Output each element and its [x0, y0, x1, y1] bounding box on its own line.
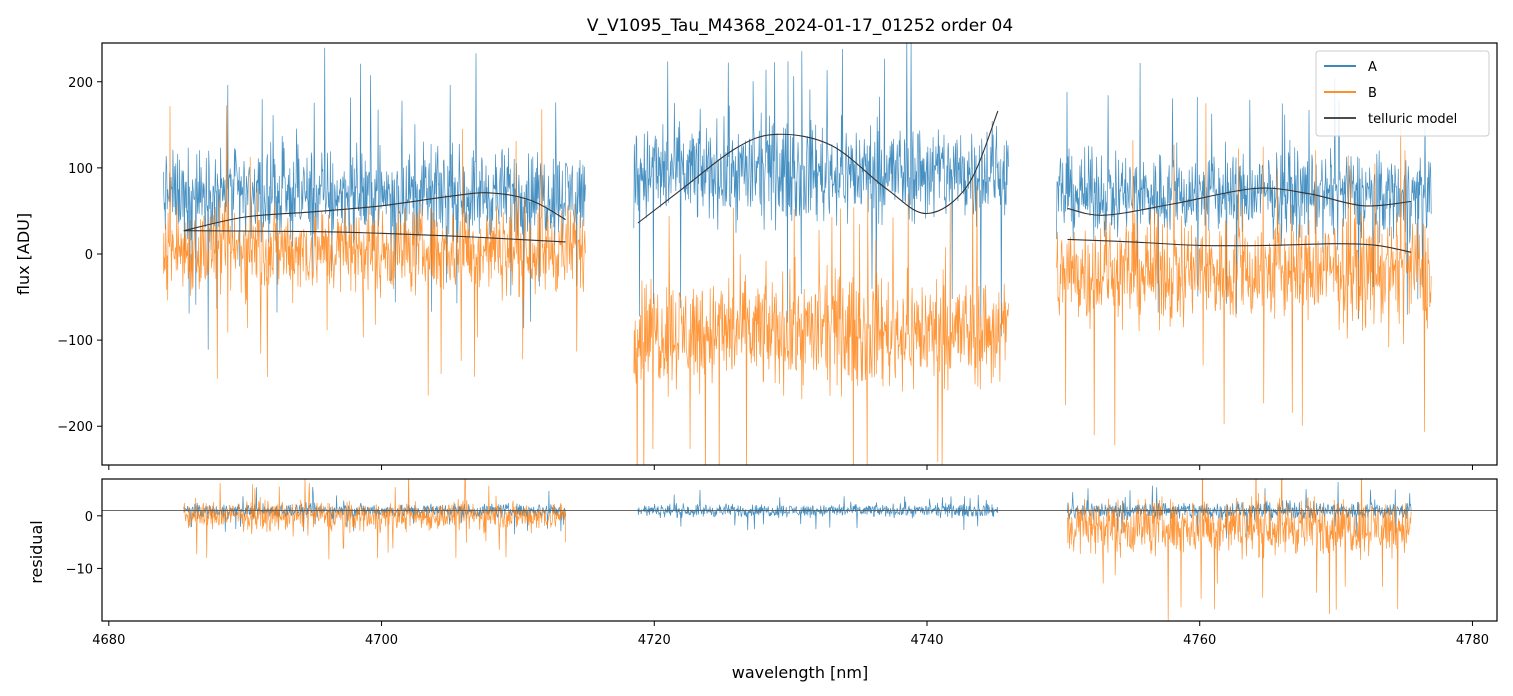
telluric-model-line-5: [1067, 238, 1412, 253]
series-b-segment-1: [163, 105, 587, 396]
flux-y-tick-label: −200: [57, 420, 93, 435]
series-a-segment-3: [1056, 62, 1432, 319]
legend: A B telluric model: [1315, 50, 1490, 137]
series-a-segment-2: [633, 43, 1009, 337]
legend-label-b: B: [1368, 86, 1377, 101]
x-tick-label: 4780: [1456, 633, 1489, 648]
chart-title: V_V1095_Tau_M4368_2024-01-17_01252 order…: [587, 16, 1013, 36]
legend-label-telluric: telluric model: [1368, 112, 1457, 127]
series-b-segment-3: [1056, 103, 1432, 446]
residual-y-tick-label: 0: [85, 510, 93, 525]
residual-plot-frame: [101, 478, 1498, 622]
x-tick-label: 4680: [92, 633, 125, 648]
residual-panel: −10 0 4680 4700 4720 4740 4760 4780 residual w…: [27, 478, 1498, 682]
residual-y-tick-label: −10: [66, 562, 93, 577]
flux-panel: −200 −100 0 100 200 flux [ADU] A B telluric …: [14, 42, 1498, 470]
residual-b-segment-3: [1067, 479, 1412, 621]
flux-y-tick-label: 100: [68, 162, 93, 177]
flux-y-axis-label: flux [ADU]: [14, 213, 33, 295]
x-tick-label: 4700: [365, 633, 398, 648]
series-b-segment-2: [633, 176, 1009, 465]
residual-a-segment-2: [637, 489, 999, 531]
x-tick-label: 4720: [638, 633, 671, 648]
x-tick-label: 4740: [910, 633, 943, 648]
x-tick-label: 4760: [1183, 633, 1216, 648]
residual-y-axis-label: residual: [27, 520, 46, 583]
x-axis-label: wavelength [nm]: [732, 663, 869, 682]
telluric-model-line-1: [183, 192, 566, 232]
residual-b-segment-1: [183, 479, 566, 560]
flux-y-tick-label: 200: [68, 76, 93, 91]
flux-y-tick-label: 0: [85, 248, 93, 263]
series-a-segment-1: [163, 47, 587, 350]
telluric-model-line-2: [183, 230, 566, 243]
legend-label-a: A: [1368, 60, 1377, 75]
flux-y-tick-label: −100: [57, 334, 93, 349]
telluric-model-line-3: [637, 110, 999, 224]
legend-box: [1315, 50, 1490, 137]
telluric-model-line-4: [1067, 187, 1412, 216]
